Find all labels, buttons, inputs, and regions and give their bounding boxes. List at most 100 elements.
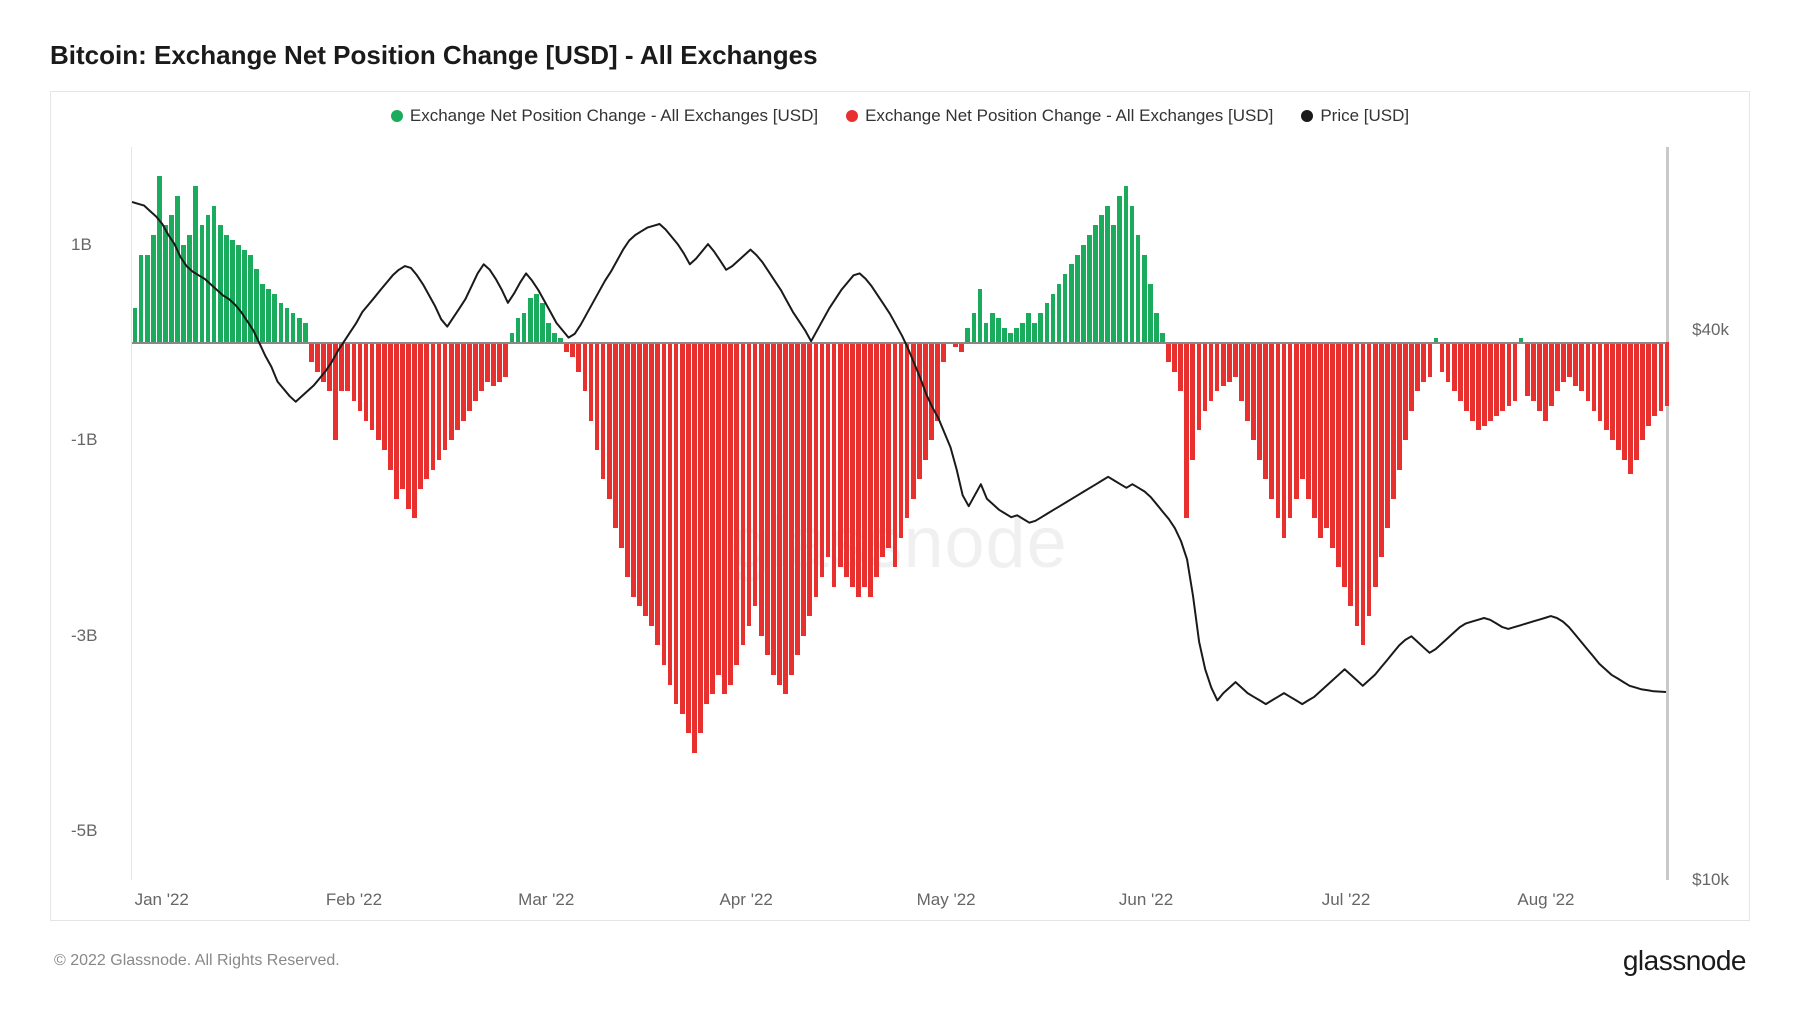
bar: [1184, 342, 1189, 518]
bar: [1470, 342, 1475, 420]
bar: [965, 328, 970, 343]
bar: [461, 342, 466, 420]
bar: [1482, 342, 1487, 425]
bar: [649, 342, 654, 625]
bar: [1063, 274, 1068, 342]
bar: [583, 342, 588, 391]
bar: [820, 342, 825, 577]
bar: [540, 303, 545, 342]
bar: [1397, 342, 1402, 469]
chart-container: Exchange Net Position Change - All Excha…: [50, 91, 1750, 921]
bar: [364, 342, 369, 420]
bar: [1020, 323, 1025, 343]
bar: [272, 294, 277, 343]
bar: [1598, 342, 1603, 420]
legend-marker-price: [1301, 110, 1313, 122]
bar: [1008, 333, 1013, 343]
bar: [297, 318, 302, 342]
bar: [333, 342, 338, 440]
bar: [1203, 342, 1208, 410]
bar: [1452, 342, 1457, 391]
bar: [625, 342, 630, 577]
bar: [467, 342, 472, 410]
bar: [1045, 303, 1050, 342]
bar: [1665, 342, 1670, 406]
bar: [1610, 342, 1615, 440]
bar: [880, 342, 885, 557]
bar: [321, 342, 326, 381]
bar: [1549, 342, 1554, 406]
bar: [200, 225, 205, 342]
bar: [1500, 342, 1505, 410]
legend-label-negative: Exchange Net Position Change - All Excha…: [865, 106, 1273, 126]
bar: [741, 342, 746, 645]
bar: [1385, 342, 1390, 528]
bar: [996, 318, 1001, 342]
bar: [1160, 333, 1165, 343]
bar: [1002, 328, 1007, 343]
bar: [1294, 342, 1299, 498]
bar: [1555, 342, 1560, 391]
bar: [686, 342, 691, 733]
bar: [1415, 342, 1420, 391]
y-axis-left-label: -3B: [71, 626, 97, 646]
x-axis-label: May '22: [917, 890, 976, 910]
bar: [680, 342, 685, 713]
bar: [710, 342, 715, 694]
bar: [1209, 342, 1214, 401]
brand-logo: glassnode: [1623, 945, 1746, 977]
bar: [157, 176, 162, 342]
bar: [862, 342, 867, 586]
x-axis-label: Feb '22: [326, 890, 382, 910]
bar: [1379, 342, 1384, 557]
bar: [388, 342, 393, 469]
legend-label-positive: Exchange Net Position Change - All Excha…: [410, 106, 818, 126]
bar: [1251, 342, 1256, 440]
bar: [1446, 342, 1451, 381]
bar: [193, 186, 198, 342]
x-axis-label: Apr '22: [720, 890, 773, 910]
bar: [576, 342, 581, 371]
bar: [1093, 225, 1098, 342]
bar: [175, 196, 180, 343]
bar: [1081, 245, 1086, 343]
bar: [759, 342, 764, 635]
bar: [1075, 255, 1080, 343]
bar: [1476, 342, 1481, 430]
y-axis-left-label: -1B: [71, 430, 97, 450]
bar: [1111, 225, 1116, 342]
bar: [972, 313, 977, 342]
bar: [601, 342, 606, 479]
bar: [534, 294, 539, 343]
bar: [394, 342, 399, 498]
bar: [1507, 342, 1512, 406]
bar: [1421, 342, 1426, 381]
bar: [1227, 342, 1232, 381]
bar: [698, 342, 703, 733]
bar: [771, 342, 776, 674]
bar: [1239, 342, 1244, 401]
bar: [552, 333, 557, 343]
bar: [1069, 264, 1074, 342]
bar: [1488, 342, 1493, 420]
bar: [1263, 342, 1268, 479]
bar: [1355, 342, 1360, 625]
bar: [516, 318, 521, 342]
bar: [485, 342, 490, 381]
bar: [765, 342, 770, 655]
bar: [242, 250, 247, 343]
bar: [704, 342, 709, 704]
bar: [169, 215, 174, 342]
bar: [668, 342, 673, 684]
y-axis-right-label: $10k: [1692, 870, 1729, 890]
bar: [254, 269, 259, 342]
bar: [449, 342, 454, 440]
y-axis-left-label: 1B: [71, 235, 92, 255]
bar: [212, 206, 217, 343]
bar: [1586, 342, 1591, 401]
bar: [935, 342, 940, 420]
bar: [1646, 342, 1651, 425]
bar: [522, 313, 527, 342]
bar: [595, 342, 600, 450]
bar: [1342, 342, 1347, 586]
